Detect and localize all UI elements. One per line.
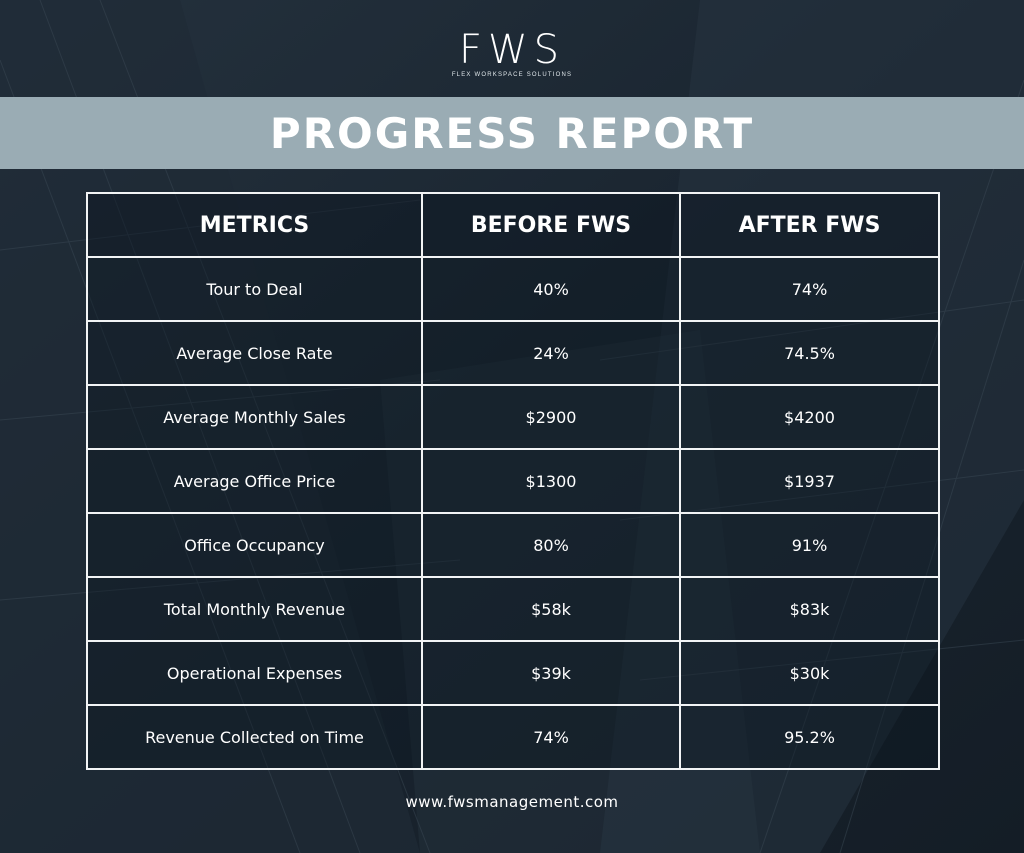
before-value: $58k xyxy=(421,576,681,642)
before-value: 24% xyxy=(421,320,681,386)
after-value: $83k xyxy=(679,576,940,642)
metric-name: Total Monthly Revenue xyxy=(86,576,423,642)
table-row: Revenue Collected on Time 74% 95.2% xyxy=(86,704,940,770)
table-row: Tour to Deal 40% 74% xyxy=(86,256,940,322)
after-value: 74% xyxy=(679,256,940,322)
website-url: www.fwsmanagement.com xyxy=(405,793,619,811)
after-value: 91% xyxy=(679,512,940,578)
before-value: $1300 xyxy=(421,448,681,514)
title-banner: PROGRESS REPORT xyxy=(0,97,1024,169)
logo-tagline: FLEX WORKSPACE SOLUTIONS xyxy=(451,72,573,78)
metric-name: Revenue Collected on Time xyxy=(86,704,423,770)
table-row: Average Office Price $1300 $1937 xyxy=(86,448,940,514)
fws-logo: FWS FLEX WORKSPACE SOLUTIONS xyxy=(0,28,1024,78)
header-metrics: METRICS xyxy=(86,192,423,258)
before-value: 40% xyxy=(421,256,681,322)
metric-name: Average Close Rate xyxy=(86,320,423,386)
after-value: $1937 xyxy=(679,448,940,514)
table-row: Total Monthly Revenue $58k $83k xyxy=(86,576,940,642)
metric-name: Operational Expenses xyxy=(86,640,423,706)
after-value: 95.2% xyxy=(679,704,940,770)
metric-name: Tour to Deal xyxy=(86,256,423,322)
page-title: PROGRESS REPORT xyxy=(269,108,755,158)
table-row: Average Close Rate 24% 74.5% xyxy=(86,320,940,386)
table-header-row: METRICS BEFORE FWS AFTER FWS xyxy=(86,192,940,258)
table-row: Operational Expenses $39k $30k xyxy=(86,640,940,706)
before-value: $2900 xyxy=(421,384,681,450)
after-value: 74.5% xyxy=(679,320,940,386)
metrics-table: METRICS BEFORE FWS AFTER FWS Tour to Dea… xyxy=(86,192,940,770)
before-value: $39k xyxy=(421,640,681,706)
after-value: $4200 xyxy=(679,384,940,450)
metric-name: Office Occupancy xyxy=(86,512,423,578)
table-row: Office Occupancy 80% 91% xyxy=(86,512,940,578)
table-row: Average Monthly Sales $2900 $4200 xyxy=(86,384,940,450)
after-value: $30k xyxy=(679,640,940,706)
metric-name: Average Monthly Sales xyxy=(86,384,423,450)
before-value: 80% xyxy=(421,512,681,578)
header-after-fws: AFTER FWS xyxy=(679,192,940,258)
logo-mark: FWS xyxy=(459,27,565,73)
metric-name: Average Office Price xyxy=(86,448,423,514)
before-value: 74% xyxy=(421,704,681,770)
header-before-fws: BEFORE FWS xyxy=(421,192,681,258)
